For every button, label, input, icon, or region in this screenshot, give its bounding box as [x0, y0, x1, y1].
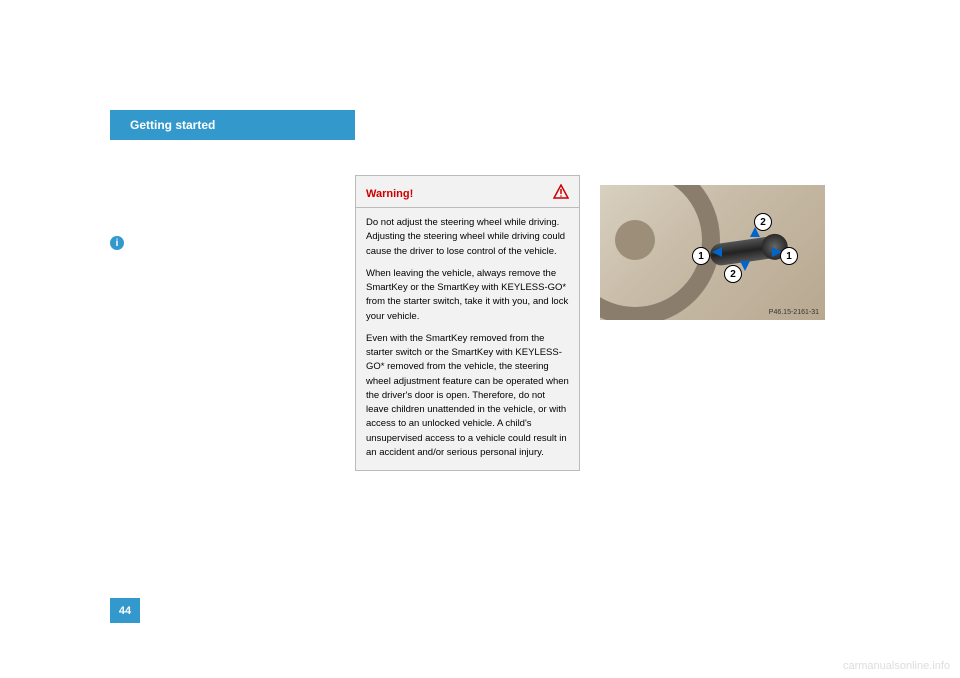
info-icon: i: [110, 236, 124, 250]
warning-body: Do not adjust the steering wheel while d…: [356, 208, 579, 470]
column-1: i: [110, 175, 335, 471]
warning-p2: When leaving the vehicle, always remove …: [366, 267, 569, 324]
section-header: Getting started: [110, 110, 355, 140]
marker-1a: 1: [692, 247, 710, 265]
warning-title: Warning!: [366, 188, 413, 200]
watermark: carmanualsonline.info: [843, 660, 950, 672]
steering-diagram: 1 1 2 2 P46.15-2161-31: [600, 185, 825, 320]
page-number: 44: [110, 598, 140, 623]
col3-content: 1 1 2 2 P46.15-2161-31: [600, 185, 825, 320]
marker-2b: 2: [724, 265, 742, 283]
column-2: Warning! Do not adjust the steering whee…: [355, 175, 580, 471]
content-columns: i Warning! Do not adjust the steering wh…: [110, 175, 825, 471]
warning-header: Warning!: [356, 176, 579, 208]
warning-p3: Even with the SmartKey removed from the …: [366, 332, 569, 460]
warning-triangle-icon: [553, 184, 569, 203]
section-header-text: Getting started: [130, 118, 215, 132]
page-number-text: 44: [119, 605, 131, 617]
marker-2a: 2: [754, 213, 772, 231]
warning-p1: Do not adjust the steering wheel while d…: [366, 216, 569, 259]
warning-box: Warning! Do not adjust the steering whee…: [355, 175, 580, 471]
column-3: 1 1 2 2 P46.15-2161-31: [600, 175, 825, 471]
col1-content: i: [110, 235, 335, 250]
diagram-label: P46.15-2161-31: [769, 309, 819, 316]
marker-1b: 1: [780, 247, 798, 265]
arrow-left-icon: [712, 245, 726, 264]
info-row: i: [110, 235, 335, 250]
